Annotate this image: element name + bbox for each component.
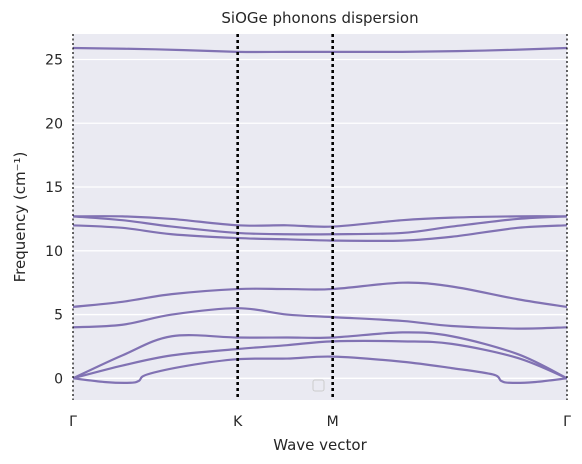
y-tick-label: 10 xyxy=(45,244,63,260)
y-tick-label: 25 xyxy=(45,53,63,69)
grid-lines xyxy=(73,58,567,379)
x-tick-label: Γ xyxy=(69,414,77,430)
branch-9-line xyxy=(73,46,567,54)
branch-8-line xyxy=(73,215,567,228)
y-axis-label: Frequency (cm⁻¹) xyxy=(11,152,29,283)
x-tick-label: Γ xyxy=(563,414,571,430)
x-tick-label: M xyxy=(327,414,339,430)
tick-labels: 0 5 10 15 20 25 Γ K M Γ xyxy=(45,53,571,430)
x-axis-label: Wave vector xyxy=(273,436,367,454)
chart-title: SiOGe phonons dispersion xyxy=(221,9,418,27)
x-tick-label: K xyxy=(233,414,243,430)
y-tick-label: 5 xyxy=(54,308,63,324)
y-tick-label: 15 xyxy=(45,180,63,196)
y-tick-label: 20 xyxy=(45,116,63,132)
branch-5-line xyxy=(73,281,567,309)
branch-1-line xyxy=(73,355,567,384)
legend xyxy=(312,379,325,392)
high-symmetry-lines xyxy=(72,34,568,400)
branch-3-line xyxy=(73,331,567,380)
branch-4-line xyxy=(73,307,567,330)
series-lines xyxy=(73,46,567,384)
branch-7-line xyxy=(73,215,567,236)
branch-6-line xyxy=(73,224,567,243)
y-tick-label: 0 xyxy=(54,371,63,387)
branch-2-line xyxy=(73,339,567,380)
